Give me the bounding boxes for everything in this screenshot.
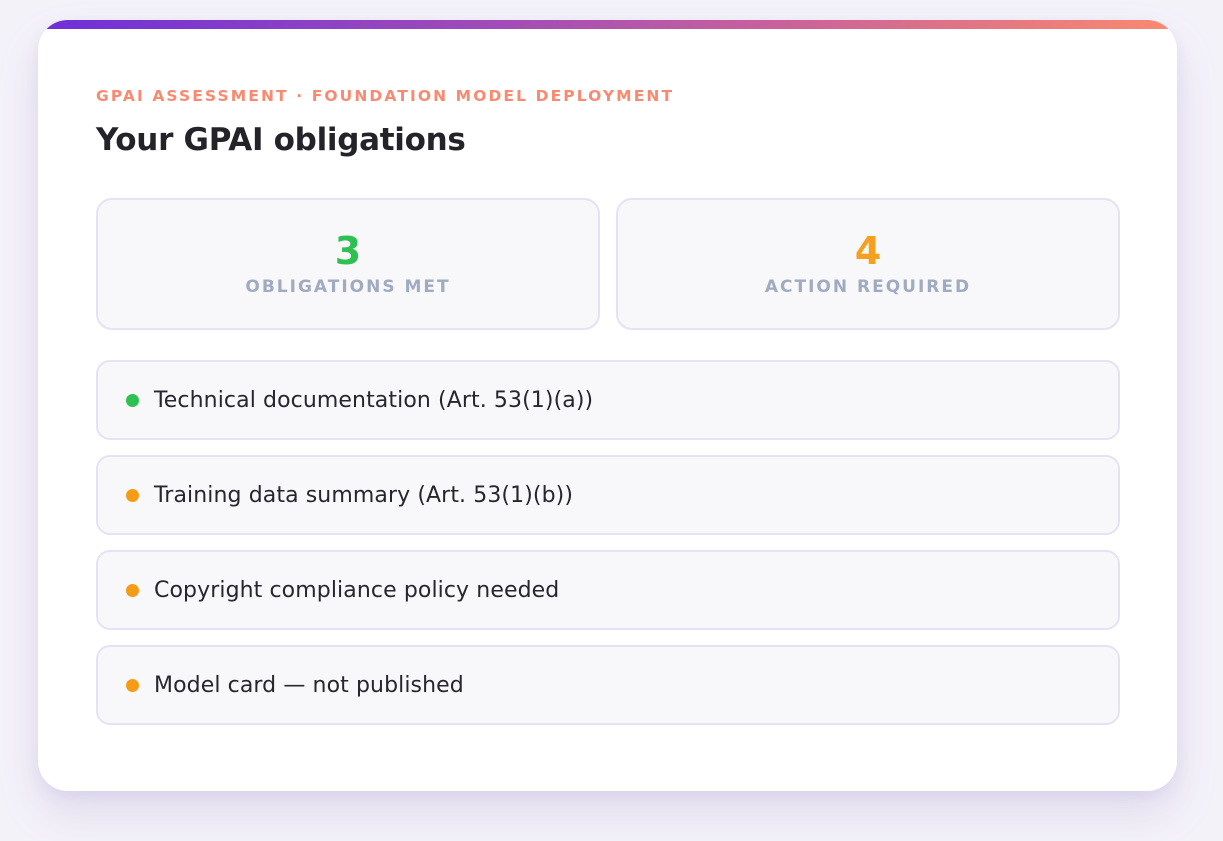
- accent-gradient-bar: [38, 20, 1177, 29]
- stat-obligations-met: 3 OBLIGATIONS MET: [96, 198, 600, 330]
- stat-value-met: 3: [334, 228, 362, 273]
- stats-row: 3 OBLIGATIONS MET 4 ACTION REQUIRED: [96, 198, 1120, 330]
- obligations-list: Technical documentation (Art. 53(1)(a)) …: [96, 360, 1120, 725]
- obligation-row-training-data-summary: Training data summary (Art. 53(1)(b)): [96, 455, 1120, 535]
- stat-value-action: 4: [854, 228, 882, 273]
- status-dot-action-icon: [126, 678, 139, 692]
- status-dot-action-icon: [126, 488, 139, 502]
- page-title: Your GPAI obligations: [96, 122, 466, 158]
- stat-label-met: OBLIGATIONS MET: [245, 276, 451, 297]
- obligation-label: Technical documentation (Art. 53(1)(a)): [154, 387, 594, 413]
- obligation-row-copyright-policy: Copyright compliance policy needed: [96, 550, 1120, 630]
- assessment-eyebrow: GPAI ASSESSMENT · FOUNDATION MODEL DEPLO…: [96, 87, 675, 105]
- obligation-label: Training data summary (Art. 53(1)(b)): [154, 482, 574, 508]
- obligation-label: Model card — not published: [154, 672, 464, 698]
- status-dot-met-icon: [126, 393, 139, 407]
- obligation-row-technical-documentation: Technical documentation (Art. 53(1)(a)): [96, 360, 1120, 440]
- status-dot-action-icon: [126, 583, 139, 597]
- obligation-row-model-card: Model card — not published: [96, 645, 1120, 725]
- stat-label-action: ACTION REQUIRED: [764, 276, 972, 297]
- card-body: GPAI ASSESSMENT · FOUNDATION MODEL DEPLO…: [38, 29, 1177, 779]
- obligation-label: Copyright compliance policy needed: [154, 577, 560, 603]
- gpai-results-card: GPAI ASSESSMENT · FOUNDATION MODEL DEPLO…: [38, 20, 1177, 791]
- stat-action-required: 4 ACTION REQUIRED: [616, 198, 1120, 330]
